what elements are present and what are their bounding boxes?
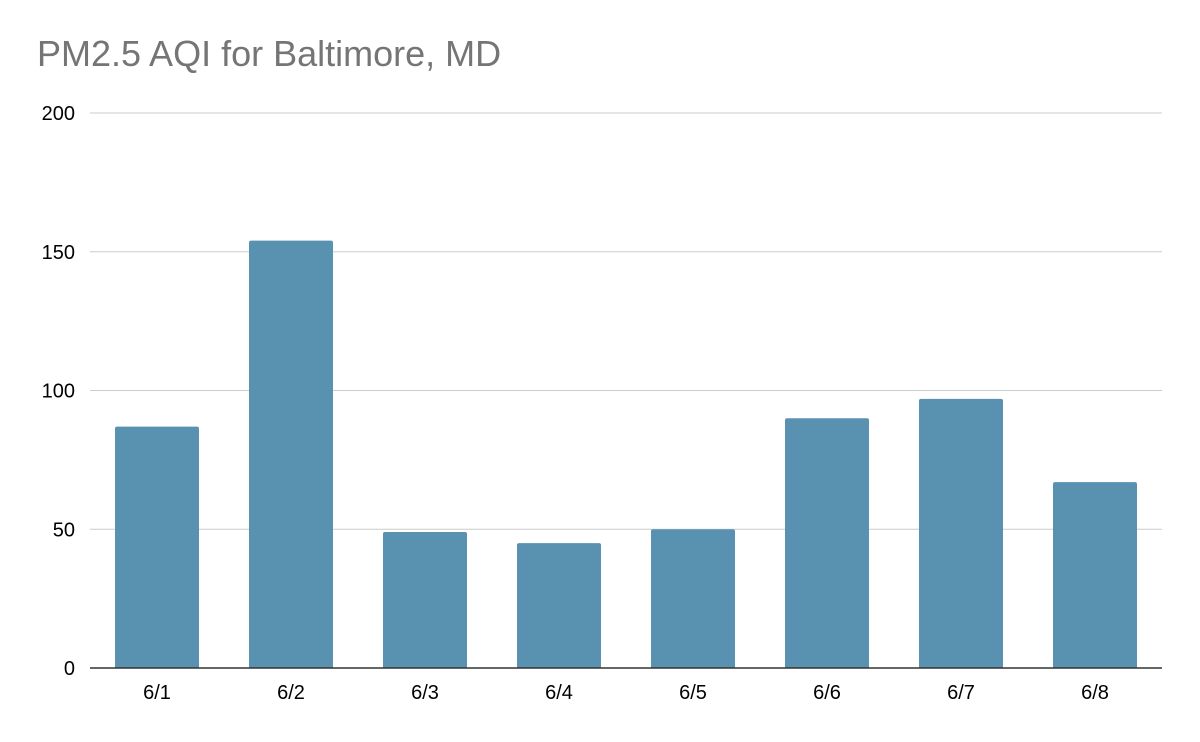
y-tick-label: 50 (53, 519, 75, 541)
x-tick-label: 6/1 (143, 682, 171, 704)
y-tick-label: 0 (64, 658, 75, 680)
y-tick-labels: 0 50 100 150 200 (42, 103, 75, 680)
bar (785, 418, 869, 668)
bar (919, 398, 1003, 668)
x-tick-label: 6/4 (545, 682, 573, 704)
y-tick-label: 200 (42, 103, 75, 125)
bar (1053, 482, 1137, 668)
bars (115, 240, 1137, 668)
bar (383, 532, 467, 668)
x-tick-labels: 6/1 6/2 6/3 6/4 6/5 6/6 6/7 6/8 (143, 682, 1109, 704)
y-tick-label: 100 (42, 381, 75, 403)
x-tick-label: 6/6 (813, 682, 841, 704)
bar (249, 240, 333, 668)
bar (517, 543, 601, 668)
x-tick-label: 6/2 (277, 682, 305, 704)
x-tick-label: 6/7 (947, 682, 975, 704)
x-tick-label: 6/3 (411, 682, 439, 704)
y-tick-label: 150 (42, 242, 75, 264)
bar (115, 426, 199, 668)
x-tick-label: 6/8 (1081, 682, 1109, 704)
chart-title: PM2.5 AQI for Baltimore, MD (37, 33, 502, 74)
x-tick-label: 6/5 (679, 682, 707, 704)
bar (651, 529, 735, 668)
